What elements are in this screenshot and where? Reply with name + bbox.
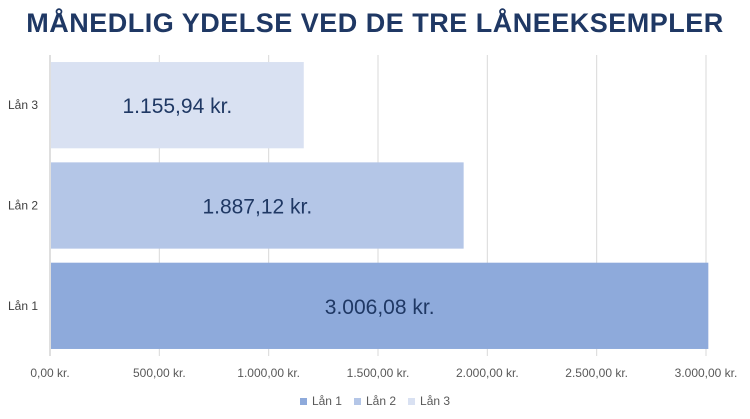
x-tick-label: 1.500,00 kr. xyxy=(347,366,410,380)
x-tick-label: 1.000,00 kr. xyxy=(237,366,300,380)
legend-swatch xyxy=(353,397,361,405)
category-labels: Lån 1 Lån 2 Lån 3 xyxy=(8,98,38,313)
x-tick-label: 3.000,00 kr. xyxy=(675,366,738,380)
data-label: 1.155,94 kr. xyxy=(123,95,233,118)
legend: Lån 1 Lån 2 Lån 3 xyxy=(0,394,750,408)
category-label: Lån 2 xyxy=(8,199,38,213)
bars xyxy=(51,62,709,349)
x-tick-label: 2.500,00 kr. xyxy=(565,366,628,380)
x-tick-label: 500,00 kr. xyxy=(133,366,186,380)
data-labels: 3.006,08 kr. 1.887,12 kr. 1.155,94 kr. xyxy=(123,95,435,319)
legend-label: Lån 1 xyxy=(311,394,342,408)
category-label: Lån 1 xyxy=(8,299,38,313)
legend-label: Lån 2 xyxy=(365,394,397,408)
x-tick-label: 0,00 kr. xyxy=(30,366,69,380)
legend-label: Lån 3 xyxy=(420,394,451,408)
legend-swatch xyxy=(299,397,307,405)
chart-title: MÅNEDLIG YDELSE VED DE TRE LÅNEEKSEMPLER xyxy=(26,8,724,38)
category-label: Lån 3 xyxy=(8,98,38,112)
legend-swatch xyxy=(408,397,416,405)
legend-item: Lån 3 xyxy=(408,394,450,408)
bar-1 xyxy=(51,262,709,349)
legend-item: Lån 1 xyxy=(299,394,342,408)
data-label: 1.887,12 kr. xyxy=(202,196,312,219)
x-tick-label: 2.000,00 kr. xyxy=(456,366,519,380)
data-label: 3.006,08 kr. xyxy=(325,296,435,319)
x-axis-ticks: 0,00 kr. 500,00 kr. 1.000,00 kr. 1.500,00 k… xyxy=(30,366,737,380)
legend-item: Lån 2 xyxy=(353,394,397,408)
bar-3 xyxy=(51,62,304,149)
bar-2 xyxy=(51,162,464,249)
